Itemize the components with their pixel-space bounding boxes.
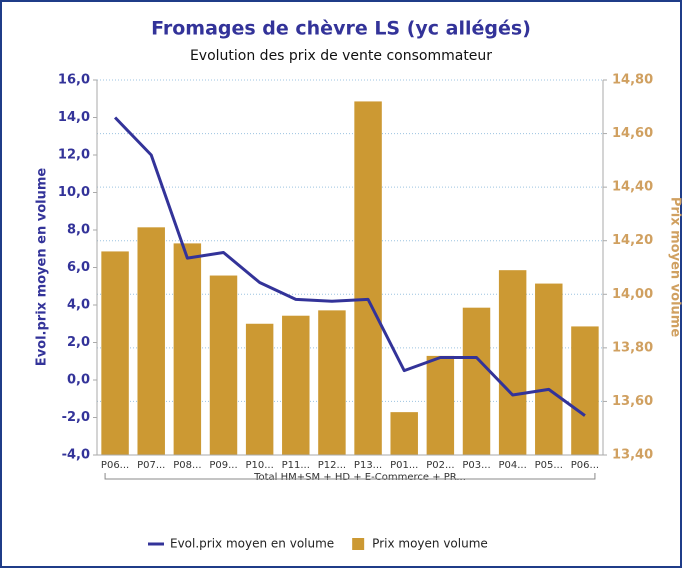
bar [245,323,274,455]
bar [498,270,527,455]
chart-title: Fromages de chèvre LS (yc allégés) [151,18,531,40]
group-bracket [104,473,596,480]
x-tick-label: P01... [390,460,418,471]
bar [390,412,418,455]
y-tick-label: 8,0 [67,223,90,238]
x-tick-label: P08... [173,460,201,471]
legend-label: Prix moyen volume [372,537,488,551]
line [113,116,586,417]
y2-tick-label: 14,00 [612,287,653,302]
bar [282,315,310,455]
y-tick-label: 14,0 [58,110,90,125]
legend-swatch [352,538,365,550]
y2-tick-label: 14,40 [612,180,653,195]
y-tick-label: 2,0 [67,335,90,350]
x-tick-label: P10... [245,460,273,471]
bar [426,355,455,455]
y-tick-label: 0,0 [67,373,90,388]
bar [462,307,491,455]
y-tick-label: 12,0 [58,148,90,163]
x-tick-label: P12... [318,460,346,471]
bar [318,310,346,455]
x-tick-label: P06... [101,460,129,471]
y2-tick-label: 14,80 [612,73,653,88]
y-tick-label: 16,0 [58,73,90,88]
y2-tick-label: 13,40 [612,448,653,463]
bar [173,243,202,455]
bar [571,326,599,455]
y2-tick-label: 13,80 [612,340,653,355]
y-tick-label: -2,0 [62,410,90,425]
x-tick-label: P04... [498,460,526,471]
y-tick-label: -4,0 [62,448,90,463]
y2-tick-label: 14,20 [612,233,653,248]
x-tick-label: P06... [571,460,599,471]
y2-tick-label: 13,60 [612,394,653,409]
y2-tick-label: 14,60 [612,126,653,141]
y-axis-label: Evol.prix moyen en volume [35,168,50,367]
x-tick-label: P07... [137,460,165,471]
group-label: Total HM+SM + HD + E-Commerce + PR... [253,472,466,483]
chart-subtitle: Evolution des prix de vente consommateur [190,48,492,64]
bar [101,251,129,455]
legend-label: Evol.prix moyen en volume [170,537,334,551]
x-tick-label: P09... [209,460,237,471]
bar [535,283,563,455]
bar [137,227,165,455]
y2-axis-label: Prix moyen volume [668,197,682,338]
bar [354,101,382,455]
y-tick-label: 10,0 [58,185,90,200]
x-tick-label: P05... [535,460,563,471]
x-tick-label: P03... [462,460,490,471]
y-tick-label: 6,0 [67,260,90,275]
x-tick-label: P02... [426,460,454,471]
x-tick-label: P11... [282,460,310,471]
y-tick-label: 4,0 [67,298,90,313]
bar [209,275,238,455]
x-tick-label: P13... [354,460,382,471]
